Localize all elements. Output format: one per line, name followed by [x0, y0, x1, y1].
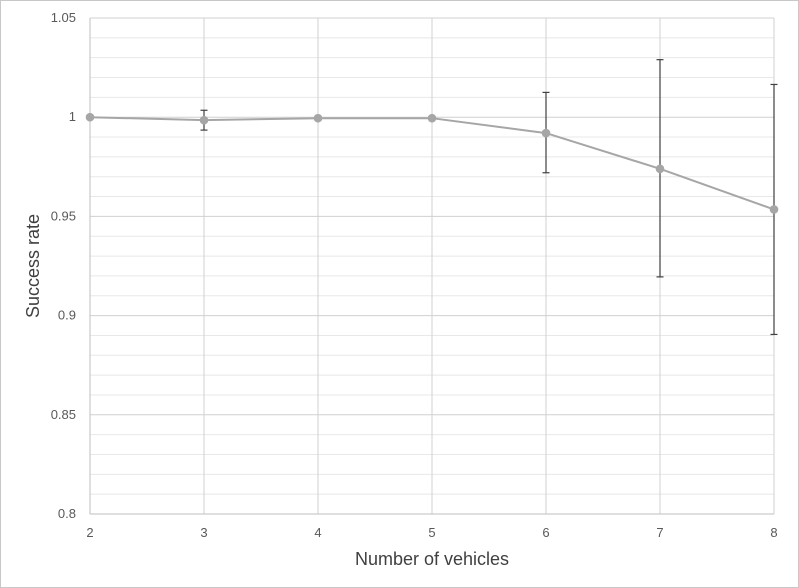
x-tick-label: 4 [314, 525, 321, 540]
y-tick-labels: 0.8 0.85 0.9 0.95 1 1.05 [51, 10, 76, 521]
x-tick-label: 2 [86, 525, 93, 540]
y-axis-title: Success rate [23, 214, 43, 318]
x-axis-title: Number of vehicles [355, 549, 509, 569]
data-point [769, 205, 779, 214]
data-point [541, 128, 551, 138]
x-tick-label: 6 [542, 525, 549, 540]
x-tick-label: 3 [200, 525, 207, 540]
y-tick-label: 1.05 [51, 10, 76, 25]
data-point [199, 115, 209, 125]
x-tick-label: 7 [656, 525, 663, 540]
y-tick-label: 0.85 [51, 407, 76, 422]
x-tick-label: 8 [770, 525, 777, 540]
data-point [655, 164, 665, 174]
axes [89, 18, 774, 515]
y-tick-label: 1 [69, 109, 76, 124]
data-point [85, 112, 95, 122]
y-tick-label: 0.9 [58, 308, 76, 323]
data-points [85, 112, 779, 214]
major-gridlines [90, 17, 775, 514]
y-tick-label: 0.95 [51, 208, 76, 223]
y-tick-label: 0.8 [58, 506, 76, 521]
data-point [313, 113, 323, 123]
x-tick-labels: 2 3 4 5 6 7 8 [86, 525, 777, 540]
data-point [427, 113, 437, 123]
x-tick-label: 5 [428, 525, 435, 540]
